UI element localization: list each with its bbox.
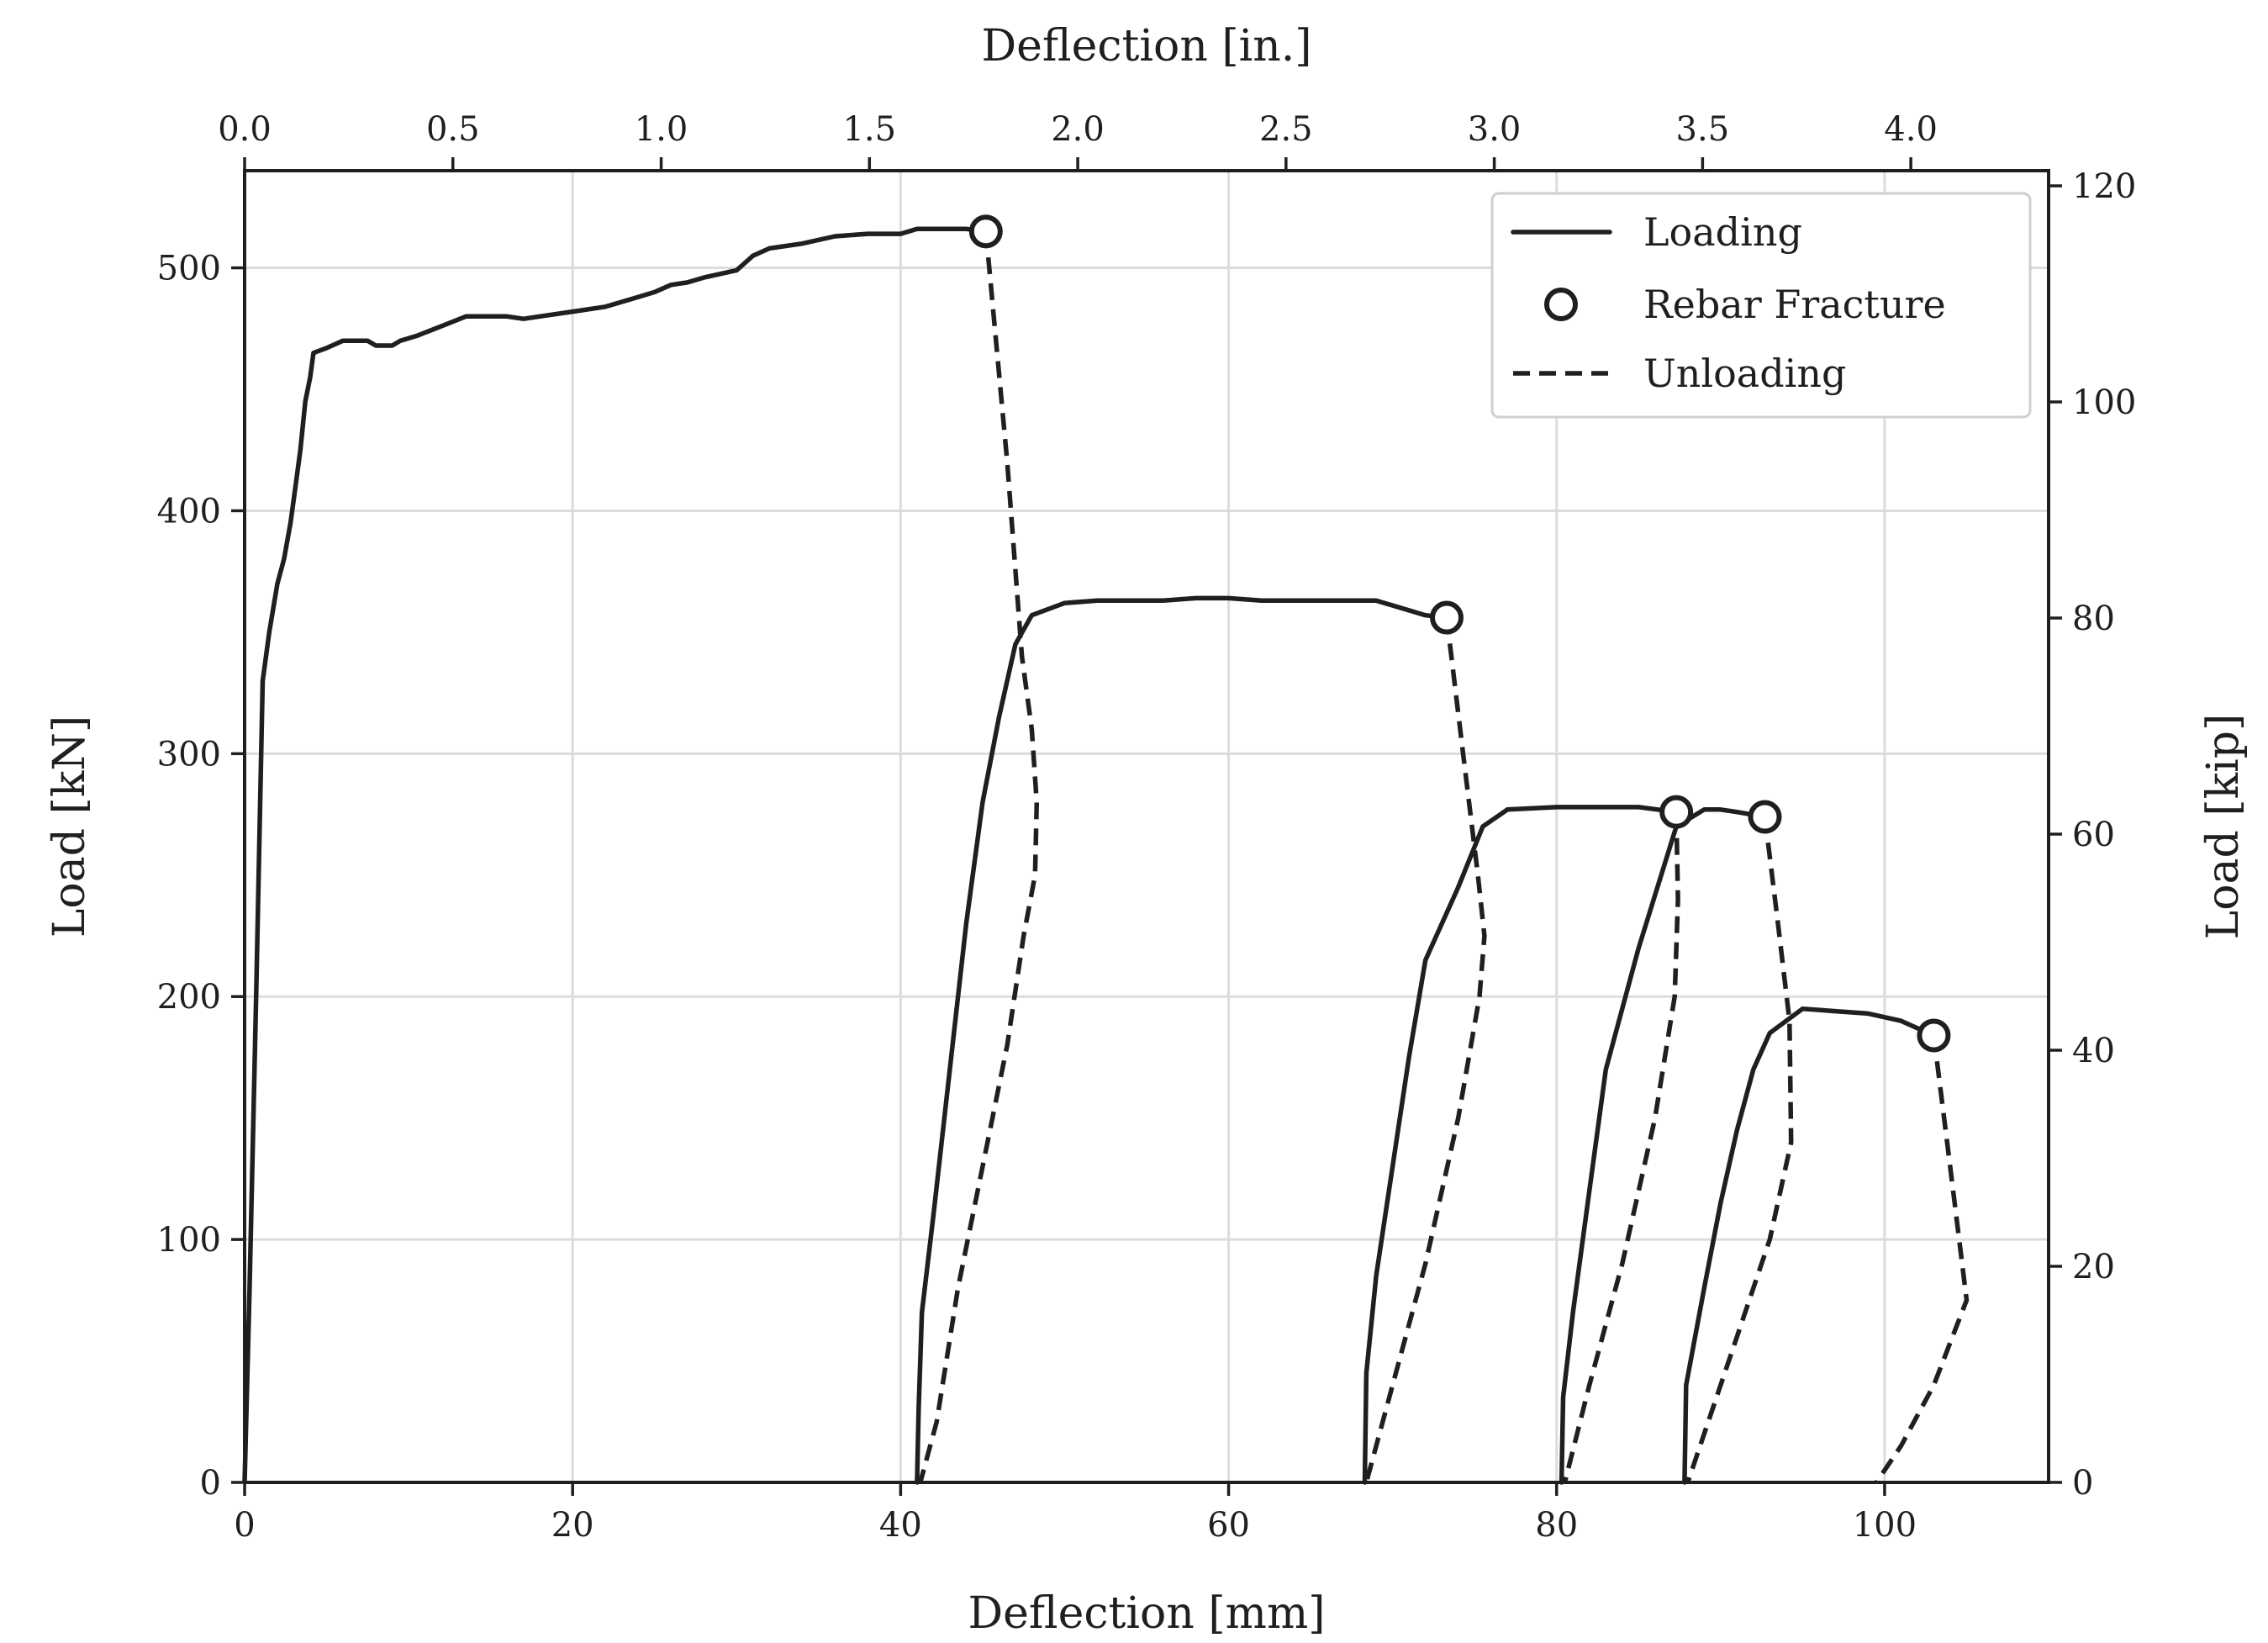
legend-fracture-label: Rebar Fracture	[1643, 282, 1946, 327]
top-x-tick-label: 1.5	[842, 110, 896, 149]
rebar-fracture-marker-4	[1748, 800, 1782, 834]
x-tick-label: 60	[1207, 1506, 1250, 1545]
top-x-tick-label: 3.0	[1468, 110, 1522, 149]
y-tick-label: 400	[157, 492, 221, 531]
right-y-tick-label: 80	[2072, 600, 2115, 638]
rebar-fracture-marker-3	[1659, 795, 1694, 829]
right-y-tick-label: 20	[2072, 1248, 2115, 1286]
top-x-tick-label: 2.0	[1051, 110, 1105, 149]
top-x-tick-label: 1.0	[635, 110, 688, 149]
x-tick-label: 0	[234, 1506, 255, 1545]
loading-curve-9	[1682, 1006, 1937, 1485]
loading-curve-7	[1559, 807, 1768, 1485]
right-y-tick-label: 100	[2072, 383, 2136, 422]
x-tick-label: 20	[551, 1506, 594, 1545]
rebar-fracture-marker-2	[1430, 600, 1464, 635]
unloading-curve-10	[1874, 1035, 1970, 1484]
x-tick-label: 80	[1535, 1506, 1578, 1545]
rebar-fracture-marker-5	[1917, 1018, 1951, 1053]
y-tick-label: 0	[200, 1464, 221, 1503]
right-y-tick-label: 0	[2072, 1464, 2093, 1503]
legend-loading-label: Loading	[1643, 209, 1802, 255]
y-axis-title: Load [kN]	[45, 716, 95, 938]
x-tick-label: 100	[1853, 1506, 1917, 1545]
rebar-fracture-markers	[968, 214, 1951, 1053]
legend-unloading-label: Unloading	[1643, 351, 1846, 396]
top-x-tick-label: 0.5	[426, 110, 480, 149]
top-x-tick-label: 3.5	[1676, 110, 1730, 149]
right-y-axis-title: Load [kip]	[2198, 714, 2249, 940]
unloading-curve-4	[1363, 617, 1487, 1483]
right-y-tick-label: 60	[2072, 816, 2115, 854]
x-tick-label: 40	[879, 1506, 922, 1545]
loading-curve-1	[242, 226, 989, 1485]
unloading-curve-2	[918, 230, 1040, 1483]
rebar-fracture-marker-1	[968, 214, 1003, 249]
unloading-curve-6	[1562, 811, 1680, 1483]
top-x-tick-label: 2.5	[1259, 110, 1313, 149]
top-x-tick-label: 4.0	[1884, 110, 1938, 149]
right-y-tick-label: 120	[2072, 167, 2136, 206]
y-tick-label: 300	[157, 735, 221, 774]
loading-curve-5	[1362, 805, 1679, 1485]
y-tick-label: 100	[157, 1221, 221, 1260]
top-x-tick-label: 0.0	[218, 110, 272, 149]
right-y-tick-label: 40	[2072, 1032, 2115, 1070]
plot-frame	[243, 169, 2050, 1484]
y-tick-label: 500	[157, 250, 221, 288]
loading-curve-3	[915, 595, 1449, 1485]
y-tick-label: 200	[157, 978, 221, 1017]
legend-box	[1490, 192, 2032, 419]
top-x-axis-title: Deflection [in.]	[981, 21, 1311, 71]
unloading-curve-8	[1685, 816, 1794, 1483]
curves	[242, 226, 1970, 1485]
x-axis-title: Deflection [mm]	[968, 1588, 1325, 1639]
legend: Loading Rebar Fracture Unloading	[1490, 192, 2032, 419]
legend-fracture-swatch	[1544, 288, 1578, 321]
